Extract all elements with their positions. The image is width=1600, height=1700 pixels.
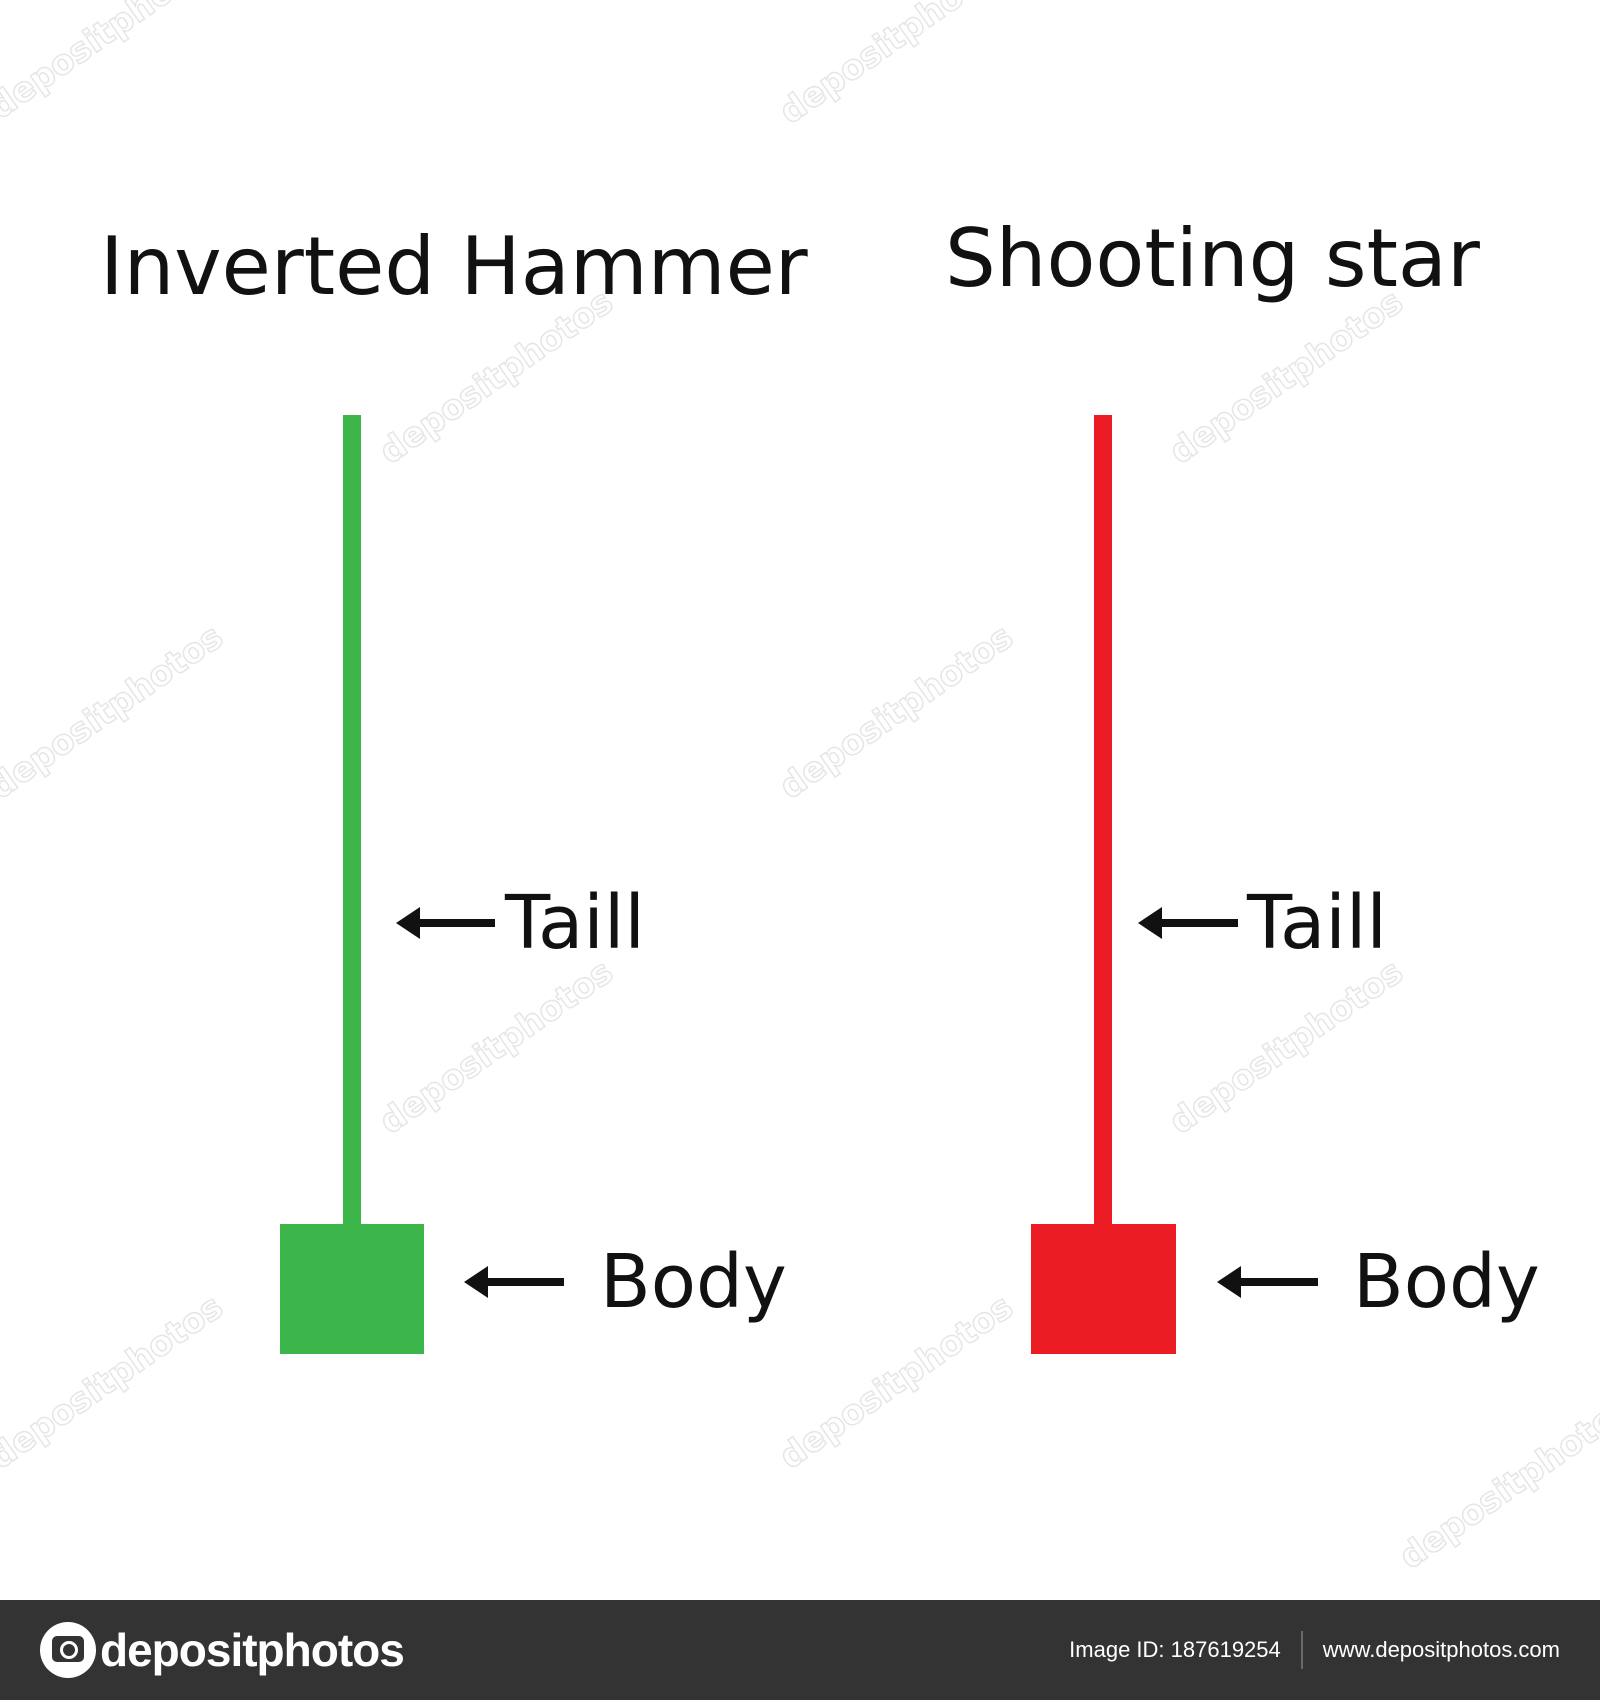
shooting-star-tail-pointer: Taill [1138,880,1387,966]
left-arrowhead-icon [396,907,420,939]
left-arrowhead-icon [1217,1266,1241,1298]
inverted-hammer-body [280,1224,424,1354]
shooting-star-tail-label: Taill [1246,880,1387,966]
inverted-hammer-tail-label: Taill [504,880,645,966]
logo-text: depositphotos [100,1624,405,1676]
inverted-hammer-tail [343,415,361,1227]
inverted-hammer-candle [280,415,424,1354]
footer-bar: depositphotos Image ID: 187619254 www.de… [0,1600,1600,1700]
watermark-text: depositphotos [772,1287,1020,1477]
shooting-star-candle [1031,415,1176,1354]
shooting-star-body-label: Body [1353,1239,1540,1325]
shooting-star-title: Shooting star [945,212,1480,305]
camera-icon [40,1622,96,1678]
watermark-text: depositphotos [0,0,230,127]
site-url[interactable]: www.depositphotos.com [1322,1637,1560,1662]
left-arrowhead-icon [464,1266,488,1298]
inverted-hammer-body-label: Body [600,1239,787,1325]
image-id: Image ID: 187619254 [1069,1637,1281,1662]
left-arrowhead-icon [1138,907,1162,939]
watermark-text: depositphotos [1162,952,1410,1142]
watermark-text: depositphotos [372,952,620,1142]
inverted-hammer-body-pointer: Body [464,1239,787,1325]
shooting-star-body-pointer: Body [1217,1239,1540,1325]
shooting-star-body [1031,1224,1176,1354]
watermark-text: depositphotos [1392,1387,1600,1577]
watermark-text: depositphotos [0,1287,230,1477]
depositphotos-logo[interactable]: depositphotos [40,1620,405,1680]
inverted-hammer-title: Inverted Hammer [100,220,808,313]
watermark-text: depositphotos [772,617,1020,807]
shooting-star-tail [1094,415,1112,1227]
watermark-text: depositphotos [0,617,230,807]
inverted-hammer-tail-pointer: Taill [396,880,645,966]
watermark-text: depositphotos [1162,282,1410,472]
watermark-text: depositphotos [772,0,1020,132]
footer-info: Image ID: 187619254 www.depositphotos.co… [1069,1600,1560,1700]
footer-divider [1300,1631,1303,1669]
diagram: depositphotos depositphotos depositphoto… [0,0,1600,1578]
